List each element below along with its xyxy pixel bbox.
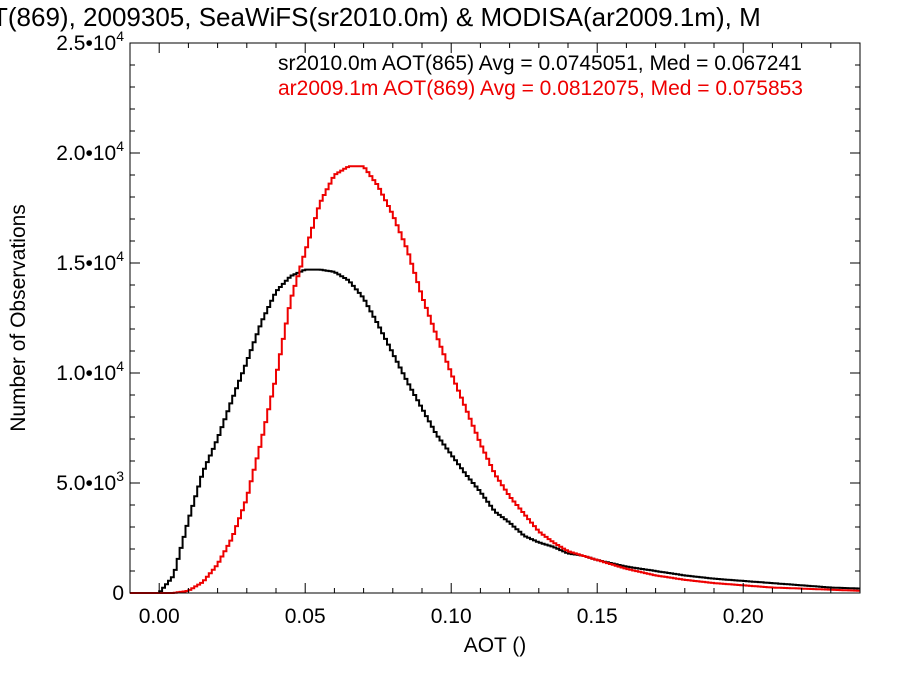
series-layer <box>130 165 860 594</box>
series-line-2 <box>130 165 860 594</box>
chart-title: T(869), 2009305, SeaWiFS(sr2010.0m) & MO… <box>0 2 761 32</box>
x-tick-label: 0.00 <box>139 605 180 628</box>
y-tick-label: 1.5•104 <box>56 248 124 275</box>
x-tick-label: 0.20 <box>723 605 764 628</box>
y-tick-label: 0 <box>112 582 124 605</box>
plot-frame <box>129 42 861 594</box>
legend-entry-1: sr2010.0m AOT(865) Avg = 0.0745051, Med … <box>278 52 802 75</box>
x-axis-label: AOT () <box>464 634 527 657</box>
y-tick-label: 5.0•103 <box>56 468 124 495</box>
legend-entry-2: ar2009.1m AOT(869) Avg = 0.0812075, Med … <box>278 77 803 100</box>
x-tick-label: 0.05 <box>285 605 326 628</box>
y-tick-label: 1.0•104 <box>56 358 124 385</box>
y-tick-label: 2.5•104 <box>56 28 124 55</box>
y-axis-label: Number of Observations <box>7 204 30 432</box>
series-line-1 <box>130 268 860 594</box>
y-tick-label: 2.0•104 <box>56 138 124 165</box>
x-tick-label: 0.10 <box>431 605 472 628</box>
x-ticks: 0.00 0.05 0.10 0.15 0.20 <box>129 43 861 628</box>
x-tick-label: 0.15 <box>577 605 618 628</box>
y-ticks: 0 5.0•103 1.0•104 1.5•104 2.0•104 2.5•104 <box>56 28 860 605</box>
